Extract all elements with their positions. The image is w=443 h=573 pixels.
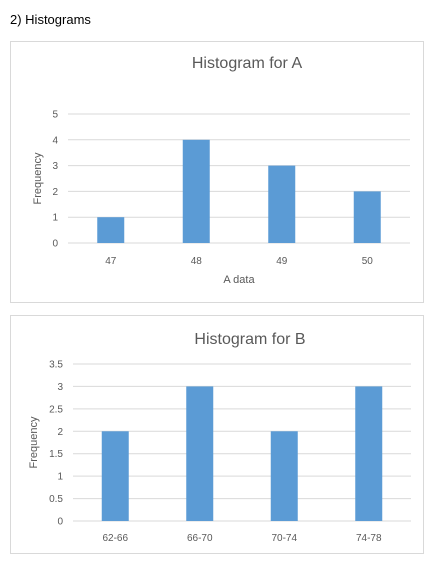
histogram-a-y-tick-label: 0 [52,239,58,250]
histogram-a-y-tick-label: 4 [52,135,58,146]
histogram-a-bar [353,191,381,243]
histogram-a-y-tick-label: 3 [52,161,58,172]
histogram-b-y-tick-label: 0.5 [49,494,63,505]
histogram-a-y-axis-title: Frequency [32,152,44,204]
histogram-a-x-tick-label: 50 [362,256,374,267]
histogram-a-svg: Histogram for A 0 1 2 3 4 5 47 48 49 50 A data Frequ… [32,55,410,286]
histogram-b-bar [270,431,298,521]
histogram-a-x-tick-label: 49 [276,256,288,267]
section-heading: 2) Histograms [10,12,91,27]
histogram-b-y-tick-label: 1.5 [49,449,63,460]
histogram-a-chart-title: Histogram for A [192,55,303,72]
histogram-a-bar [182,139,210,243]
histogram-b-bar [101,431,129,521]
histogram-b-y-tick-label: 1 [57,472,63,483]
histogram-b-x-tick-label: 74-78 [356,533,382,544]
histogram-a-x-axis-title: A data [223,274,255,286]
histogram-b-bar [355,386,383,521]
histogram-b-y-tick-label: 3 [57,382,63,393]
histogram-a-y-tick-label: 5 [52,110,58,121]
histogram-a-x-tick-label: 47 [105,256,117,267]
histogram-a-chart: Histogram for A 0 1 2 3 4 5 47 48 49 50 A data Frequ… [10,41,424,303]
histogram-b-svg: Histogram for B 0 0.5 1 1.5 2 2.5 3 3.5 62-66 66-7… [28,331,411,544]
histogram-b-y-tick-label: 3.5 [49,360,63,371]
histogram-a-bar [97,217,125,243]
histogram-a-x-tick-label: 48 [191,256,203,267]
histogram-b-y-tick-label: 2 [57,427,63,438]
histogram-a-bar [268,165,296,243]
histogram-b-chart: Histogram for B 0 0.5 1 1.5 2 2.5 3 3.5 62-66 66-7… [10,315,424,554]
histogram-b-x-tick-label: 66-70 [187,533,213,544]
histogram-a-y-tick-label: 2 [52,187,58,198]
histogram-b-y-axis-title: Frequency [28,416,40,468]
histogram-b-chart-title: Histogram for B [194,331,305,348]
histogram-b-x-tick-label: 70-74 [271,533,297,544]
histogram-b-x-tick-label: 62-66 [102,533,128,544]
histogram-b-y-tick-label: 0 [57,517,63,528]
histogram-b-y-tick-label: 2.5 [49,404,63,415]
histogram-b-bar [186,386,214,521]
histogram-a-y-tick-label: 1 [52,213,58,224]
